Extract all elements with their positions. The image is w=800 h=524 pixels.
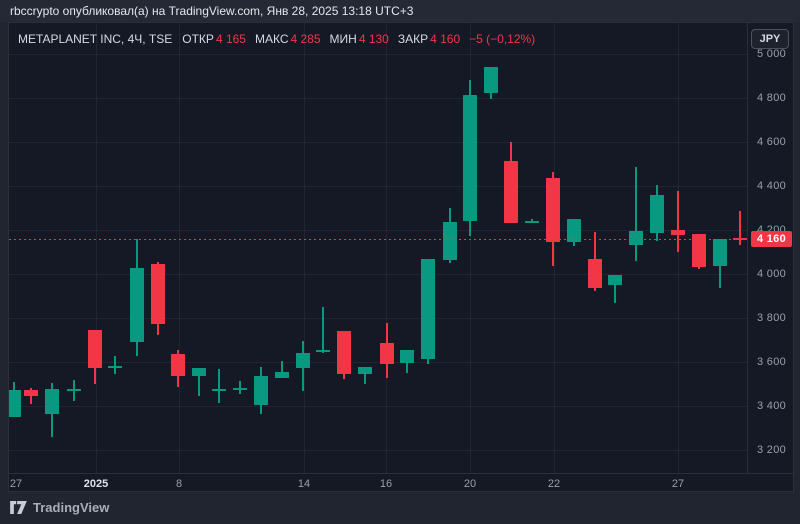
candle-body-up [567,219,581,243]
gridline-vertical [554,23,555,473]
tradingview-label: TradingView [33,499,110,515]
gridline-vertical [470,23,471,473]
candle-body-up [713,239,727,267]
candle-body-up [212,389,226,391]
time-tick-label: 27 [671,478,685,490]
gridline-vertical [386,23,387,473]
candle-body-up [296,352,310,368]
price-tick-label: 4 800 [757,92,787,104]
gridline-vertical [179,23,180,473]
candlestick-pane[interactable] [9,23,747,473]
time-tick-label: 8 [175,478,183,490]
candle-body-up [192,367,206,376]
candle-body-down [546,178,560,243]
current-price-badge: 4 160 [751,230,792,247]
candle-body-up [484,67,498,93]
candle-body-down [504,160,518,223]
candle-body-up [629,231,643,245]
price-tick-label: 3 600 [757,355,787,368]
symbol-legend: METAPLANET INC, 4Ч, TSE ОТКР 4 165 МАКС 4 28… [18,32,535,46]
gridline-horizontal [9,405,747,407]
gridline-vertical [96,23,97,473]
candle-wick [218,369,220,403]
legend-close: ЗАКР 4 160 [397,32,461,46]
gridline-vertical [304,23,305,473]
candle-body-up [130,268,144,343]
candle-body-up [275,372,289,378]
candle-body-down [380,343,394,364]
candle-body-up [108,365,122,368]
candle-wick [114,356,116,374]
candle-body-down [151,264,165,324]
candle-wick [322,306,324,354]
candle-body-up [233,388,247,391]
candle-body-up [358,367,372,374]
time-axis[interactable]: 27 2025 8 14 16 20 22 27 [9,473,795,493]
price-tick-label: 5 000 [757,48,787,60]
currency-button[interactable]: JPY [751,29,789,49]
candle-body-up [316,349,330,352]
price-tick-label: 4 000 [757,268,787,280]
candle-wick [614,275,616,303]
current-price-line [9,238,747,240]
candle-wick [198,367,200,397]
candle-body-up [254,376,268,405]
price-tick-label: 3 800 [757,311,787,324]
time-tick-label: 22 [547,478,561,490]
gridline-horizontal [9,54,747,55]
candle-wick [281,361,283,378]
candle-body-down [671,230,685,236]
candle-wick [239,380,241,394]
time-tick-label: 27 [9,478,23,490]
candle-body-down [733,237,747,240]
candle-wick [677,191,679,252]
candle-body-down [588,259,602,288]
time-tick-label: 16 [379,478,393,490]
candle-body-up [400,349,414,363]
candle-body-down [88,330,102,368]
tradingview-mark-icon [10,500,27,514]
candle-body-up [463,94,477,221]
gridline-horizontal [9,361,747,363]
candle-body-down [692,233,706,268]
candle-body-up [67,389,81,391]
candle-wick [635,167,637,261]
candle-body-down [171,354,185,376]
price-tick-label: 3 200 [757,443,787,456]
candle-body-up [443,222,457,260]
tradingview-logo[interactable]: TradingView [10,497,109,517]
candle-body-down [24,389,38,397]
gridline-horizontal [9,317,747,319]
gridline-horizontal [9,186,747,187]
candle-body-up [421,259,435,359]
legend-low: МИН 4 130 [329,32,389,46]
gridline-horizontal [9,142,747,143]
price-tick-label: 3 400 [757,399,787,412]
gridline-horizontal [9,98,747,99]
legend-change: −5 (−0,12%) [469,32,536,46]
legend-open: ОТКР 4 165 [182,32,246,46]
time-tick-label: 2025 [83,478,109,490]
time-tick-label: 20 [463,478,477,490]
candle-body-up [45,389,59,414]
gridline-horizontal [9,449,747,451]
time-tick-label: 14 [297,478,311,490]
candle-body-up [9,389,21,417]
candle-body-down [337,330,351,374]
gridline-horizontal [9,274,747,275]
price-tick-label: 4 600 [757,136,787,148]
price-tick-label: 4 400 [757,180,787,192]
candle-body-up [650,195,664,233]
candle-body-up [525,220,539,223]
gridline-horizontal [9,230,747,231]
symbol-title: METAPLANET INC, 4Ч, TSE [18,32,173,46]
legend-high: МАКС 4 285 [254,32,321,46]
candle-body-up [608,275,622,285]
attribution-bar[interactable]: rbccrypto опубликовал(а) на TradingView.… [0,0,800,22]
candle-wick [364,367,366,384]
candle-wick [739,211,741,246]
